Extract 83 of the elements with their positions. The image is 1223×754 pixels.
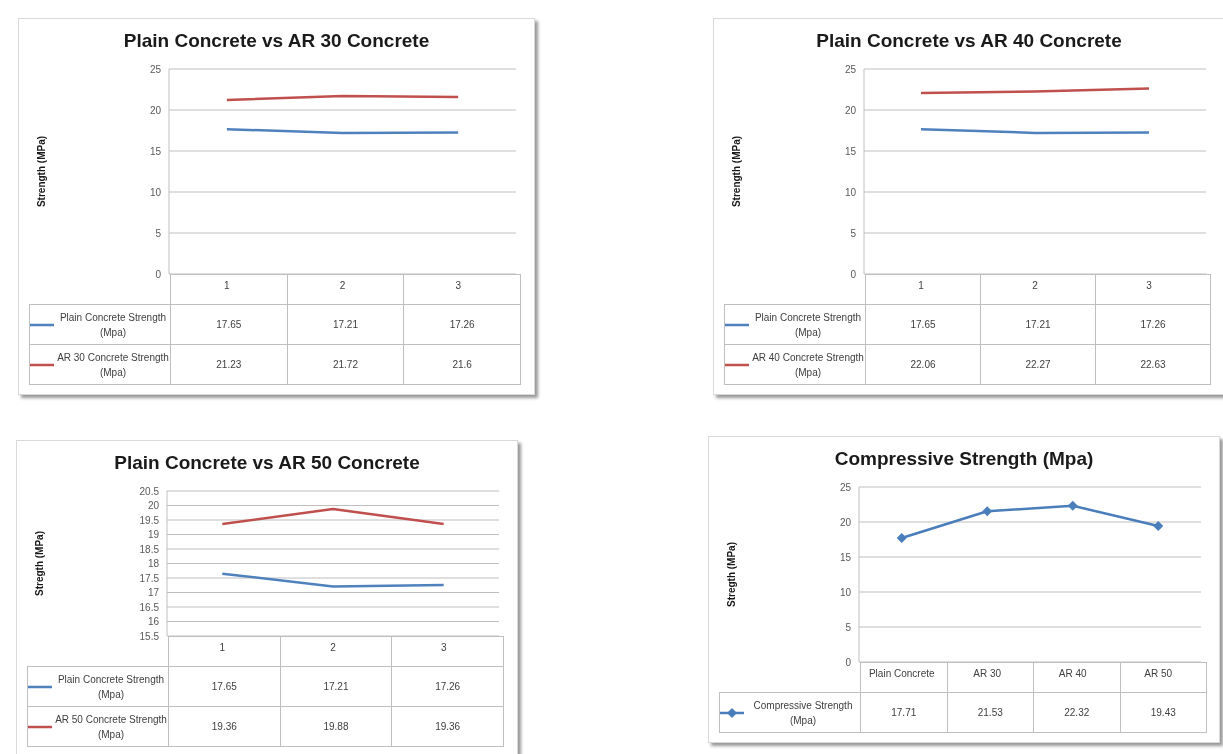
y-tick-label: 20 xyxy=(839,516,852,528)
legend-label: AR 40 Concrete Strength (Mpa) xyxy=(751,350,865,380)
data-label: 17.21 xyxy=(287,304,404,345)
y-tick-label: 15.5 xyxy=(139,630,160,642)
data-label: 22.32 xyxy=(1033,692,1120,733)
data-label: 21.23 xyxy=(170,344,288,385)
y-tick-label: 20 xyxy=(147,500,160,512)
data-label: 22.27 xyxy=(980,344,1096,385)
point xyxy=(1153,520,1164,531)
y-axis-title: Strength (MPa) xyxy=(35,135,47,208)
data-label: 22.63 xyxy=(1095,344,1211,385)
legend-label: AR 50 Concrete Strength (Mpa) xyxy=(54,712,168,742)
y-tick-label: 17.5 xyxy=(139,572,160,584)
y-tick-label: 5 xyxy=(850,227,857,239)
x-tick-label: 2 xyxy=(1032,280,1039,292)
y-tick-label: 20.5 xyxy=(139,485,160,497)
point xyxy=(982,506,993,517)
data-label: 21.72 xyxy=(287,344,404,385)
y-tick-label: 10 xyxy=(839,586,852,598)
data-label: 17.21 xyxy=(280,666,392,707)
y-tick-label: 15 xyxy=(149,145,162,157)
y-tick-label: 25 xyxy=(839,481,852,493)
data-label: 17.65 xyxy=(168,666,281,707)
y-axis-title: Stregth (MPa) xyxy=(725,542,737,607)
x-tick-label: Plain Concrete xyxy=(868,668,935,680)
y-tick-label: 5 xyxy=(845,621,852,633)
y-tick-label: 16 xyxy=(147,616,160,628)
x-tick-label: AR 50 xyxy=(1144,668,1173,680)
x-tick-label: 3 xyxy=(1146,280,1153,292)
x-tick-label: AR 40 xyxy=(1058,668,1088,680)
x-tick-label: 1 xyxy=(224,280,231,292)
data-label: 21.53 xyxy=(947,692,1034,733)
y-tick-label: 16.5 xyxy=(139,601,160,613)
data-label: 22.06 xyxy=(865,344,981,385)
data-label: 17.71 xyxy=(860,692,947,733)
x-tick-label: AR 30 xyxy=(973,668,1002,680)
data-label: 17.65 xyxy=(865,304,981,345)
chart-title: Plain Concrete vs AR 40 Concrete xyxy=(815,29,1123,53)
point xyxy=(896,533,907,544)
data-label: 19.43 xyxy=(1120,692,1207,733)
data-label: 17.26 xyxy=(1095,304,1211,345)
legend-label: Plain Concrete Strength (Mpa) xyxy=(56,672,166,702)
chart-title: Compressive Strength (Mpa) xyxy=(833,447,1095,471)
y-tick-label: 15 xyxy=(844,145,857,157)
point xyxy=(1067,500,1078,511)
y-tick-label: 0 xyxy=(850,268,857,280)
y-tick-label: 5 xyxy=(155,227,162,239)
y-axis-title: Stregth (MPa) xyxy=(33,531,45,596)
y-tick-label: 25 xyxy=(844,63,857,75)
data-label: 17.26 xyxy=(403,304,521,345)
y-tick-label: 20 xyxy=(844,104,857,116)
y-tick-label: 18 xyxy=(147,558,160,570)
y-tick-label: 18.5 xyxy=(139,543,160,555)
y-axis-title: Strength (MPa) xyxy=(730,135,742,208)
x-tick-label: 1 xyxy=(219,642,226,654)
y-tick-label: 20 xyxy=(149,104,162,116)
chart-title: Plain Concrete vs AR 30 Concrete xyxy=(122,29,431,53)
data-label: 19.36 xyxy=(168,706,281,747)
data-label: 19.88 xyxy=(280,706,392,747)
data-label: 17.21 xyxy=(980,304,1096,345)
y-tick-label: 25 xyxy=(149,63,162,75)
y-tick-label: 15 xyxy=(839,551,852,563)
x-tick-label: 2 xyxy=(339,280,346,292)
x-tick-label: 2 xyxy=(330,642,337,654)
legend-label: AR 30 Concrete Strength (Mpa) xyxy=(56,350,170,380)
x-tick-label: 3 xyxy=(455,280,462,292)
y-tick-label: 0 xyxy=(845,656,852,668)
chart-title: Plain Concrete vs AR 50 Concrete xyxy=(113,451,421,475)
data-label: 19.36 xyxy=(391,706,504,747)
y-tick-label: 17 xyxy=(147,587,160,599)
y-tick-label: 10 xyxy=(149,186,162,198)
y-tick-label: 19.5 xyxy=(139,514,160,526)
y-tick-label: 0 xyxy=(155,268,162,280)
x-tick-label: 1 xyxy=(918,280,925,292)
data-label: 17.26 xyxy=(391,666,504,707)
legend-label: Compressive Strength (Mpa) xyxy=(752,698,854,728)
data-label: 17.65 xyxy=(170,304,288,345)
legend-label: Plain Concrete Strength (Mpa) xyxy=(58,310,168,340)
y-tick-label: 19 xyxy=(147,529,160,541)
data-label: 21.6 xyxy=(403,344,521,385)
x-tick-label: 3 xyxy=(440,642,447,654)
legend-label: Plain Concrete Strength (Mpa) xyxy=(753,310,863,340)
y-tick-label: 10 xyxy=(844,186,857,198)
